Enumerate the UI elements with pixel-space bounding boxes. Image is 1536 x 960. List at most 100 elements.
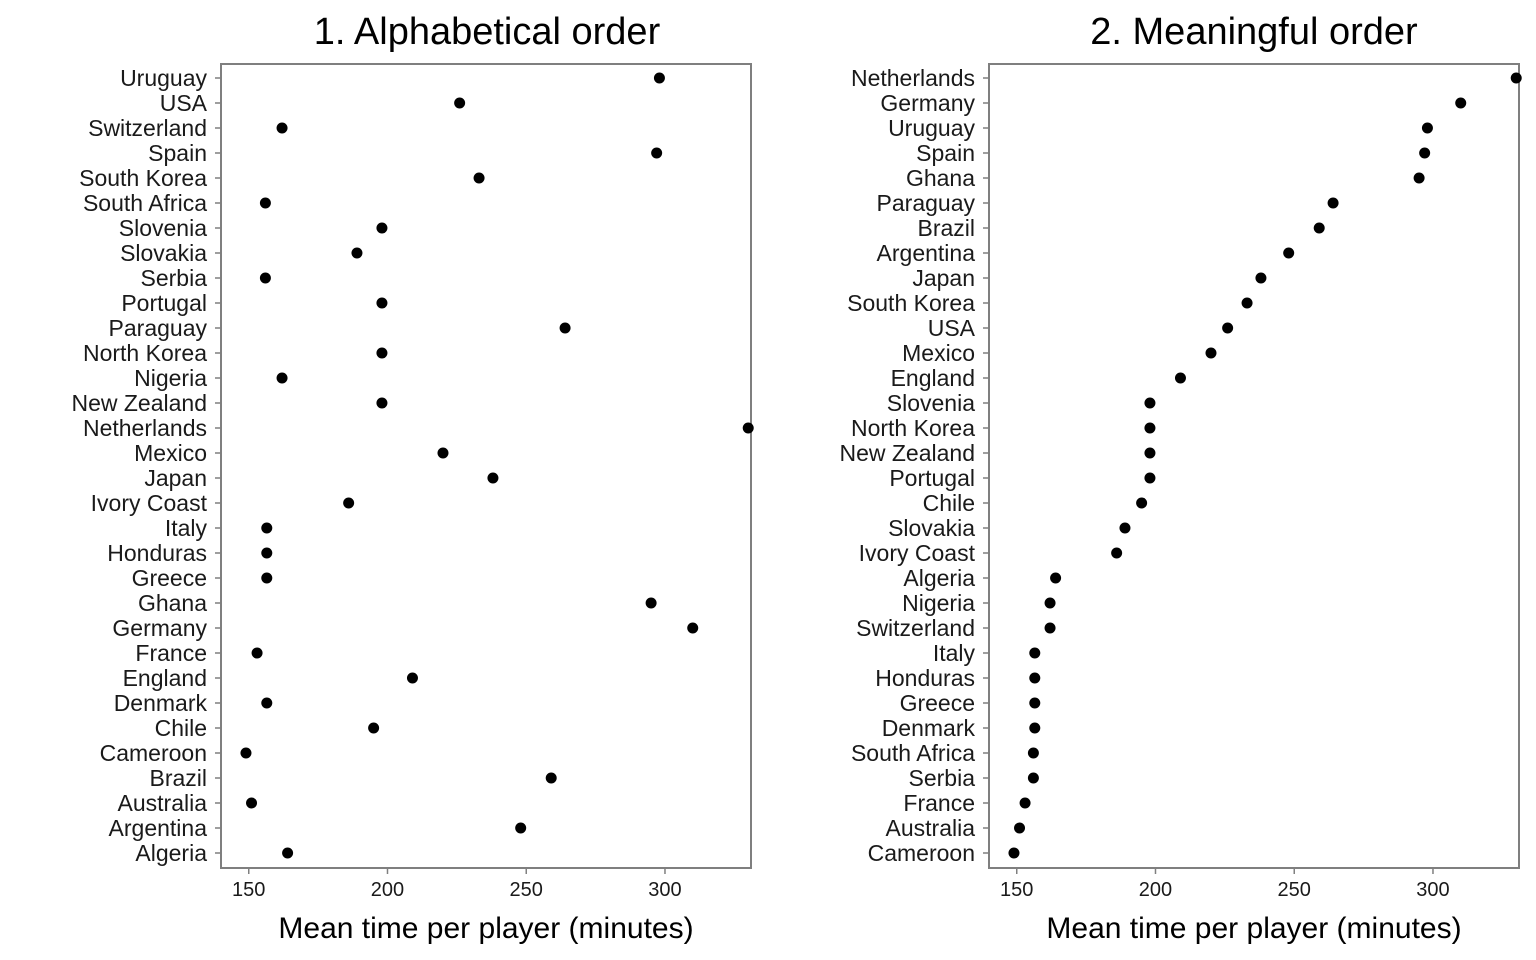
data-point <box>259 272 271 284</box>
y-tick-label: Switzerland <box>88 115 207 141</box>
x-tick-label: 200 <box>371 879 404 901</box>
y-tick-label: Australia <box>118 790 208 816</box>
data-point <box>261 522 273 534</box>
x-tick-label: 200 <box>1139 879 1172 901</box>
data-point <box>1421 122 1433 134</box>
data-point <box>1510 72 1522 84</box>
y-tick-label: Serbia <box>141 265 208 291</box>
y-tick-label: Switzerland <box>856 615 975 641</box>
y-tick-label: Argentina <box>109 815 208 841</box>
data-point <box>406 672 418 684</box>
y-tick-label: Portugal <box>121 290 207 316</box>
x-tick-label: 150 <box>232 879 265 901</box>
x-tick-label: 150 <box>1000 879 1033 901</box>
y-tick-label: Brazil <box>149 765 207 791</box>
data-point <box>1119 522 1131 534</box>
data-point <box>559 322 571 334</box>
data-point <box>261 697 273 709</box>
data-point <box>651 147 663 159</box>
y-tick-label: South Korea <box>79 165 207 191</box>
y-tick-label: Paraguay <box>877 190 976 216</box>
data-point <box>351 247 363 259</box>
data-point <box>687 622 699 634</box>
y-tick-label: England <box>891 365 975 391</box>
x-tick-label: 250 <box>510 879 543 901</box>
data-point <box>645 597 657 609</box>
x-axis-label: Mean time per player (minutes) <box>1046 912 1461 945</box>
data-point <box>343 497 355 509</box>
y-tick-label: North Korea <box>851 415 975 441</box>
data-point <box>276 122 288 134</box>
y-tick-label: Slovakia <box>120 240 207 266</box>
data-point <box>1027 747 1039 759</box>
data-point <box>1144 422 1156 434</box>
data-point <box>1027 772 1039 784</box>
data-point <box>276 372 288 384</box>
y-tick-label: Ivory Coast <box>859 540 976 566</box>
y-tick-label: Argentina <box>877 240 976 266</box>
y-tick-label: Algeria <box>135 840 207 866</box>
data-point <box>742 422 754 434</box>
data-point <box>1313 222 1325 234</box>
data-point <box>259 197 271 209</box>
y-tick-label: England <box>123 665 207 691</box>
data-point <box>487 472 499 484</box>
data-point <box>454 97 466 109</box>
data-point <box>545 772 557 784</box>
y-tick-label: New Zealand <box>71 390 207 416</box>
data-point <box>376 347 388 359</box>
y-tick-label: Uruguay <box>120 65 207 91</box>
y-tick-label: South Africa <box>83 190 207 216</box>
data-point <box>653 72 665 84</box>
data-point <box>1050 572 1062 584</box>
data-point <box>1044 597 1056 609</box>
x-tick-label: 300 <box>1416 879 1449 901</box>
y-tick-label: France <box>903 790 975 816</box>
y-tick-label: USA <box>928 315 976 341</box>
y-tick-label: Chile <box>155 715 207 741</box>
y-tick-label: Netherlands <box>851 65 975 91</box>
data-point <box>437 447 449 459</box>
y-tick-label: Denmark <box>882 715 976 741</box>
y-tick-label: Australia <box>886 815 976 841</box>
data-point <box>1029 697 1041 709</box>
y-tick-label: Greece <box>132 565 207 591</box>
data-point <box>1419 147 1431 159</box>
y-tick-label: Algeria <box>903 565 975 591</box>
y-tick-label: Slovakia <box>888 515 975 541</box>
plot-frame <box>220 63 752 869</box>
y-tick-label: Ghana <box>138 590 207 616</box>
chart-title: 1. Alphabetical order <box>314 11 661 53</box>
data-point <box>368 722 380 734</box>
y-tick-label: Mexico <box>902 340 975 366</box>
data-point <box>1255 272 1267 284</box>
y-tick-label: Uruguay <box>888 115 975 141</box>
panel-alphabetical: 1. Alphabetical order UruguayUSASwitzerla… <box>71 11 754 945</box>
data-point <box>246 797 258 809</box>
data-point <box>1014 822 1026 834</box>
data-point <box>376 297 388 309</box>
data-point <box>1144 447 1156 459</box>
data-point <box>1283 247 1295 259</box>
y-tick-label: Portugal <box>889 465 975 491</box>
y-tick-label: Ivory Coast <box>91 490 208 516</box>
y-tick-label: Nigeria <box>134 365 207 391</box>
y-tick-label: Japan <box>144 465 207 491</box>
panel-meaningful: 2. Meaningful order NetherlandsGermanyUru… <box>839 11 1522 945</box>
y-tick-label: Paraguay <box>109 315 208 341</box>
y-tick-label: Slovenia <box>887 390 975 416</box>
y-tick-label: New Zealand <box>839 440 975 466</box>
y-tick-label: Serbia <box>909 765 976 791</box>
y-tick-label: Greece <box>900 690 975 716</box>
data-point <box>1241 297 1253 309</box>
data-point <box>1019 797 1031 809</box>
data-point <box>1222 322 1234 334</box>
y-tick-label: Brazil <box>917 215 975 241</box>
y-tick-label: Spain <box>916 140 975 166</box>
x-tick-label: 300 <box>648 879 681 901</box>
y-tick-label: Netherlands <box>83 415 207 441</box>
data-point <box>515 822 527 834</box>
x-axis-label: Mean time per player (minutes) <box>278 912 693 945</box>
y-tick-label: Cameroon <box>100 740 207 766</box>
